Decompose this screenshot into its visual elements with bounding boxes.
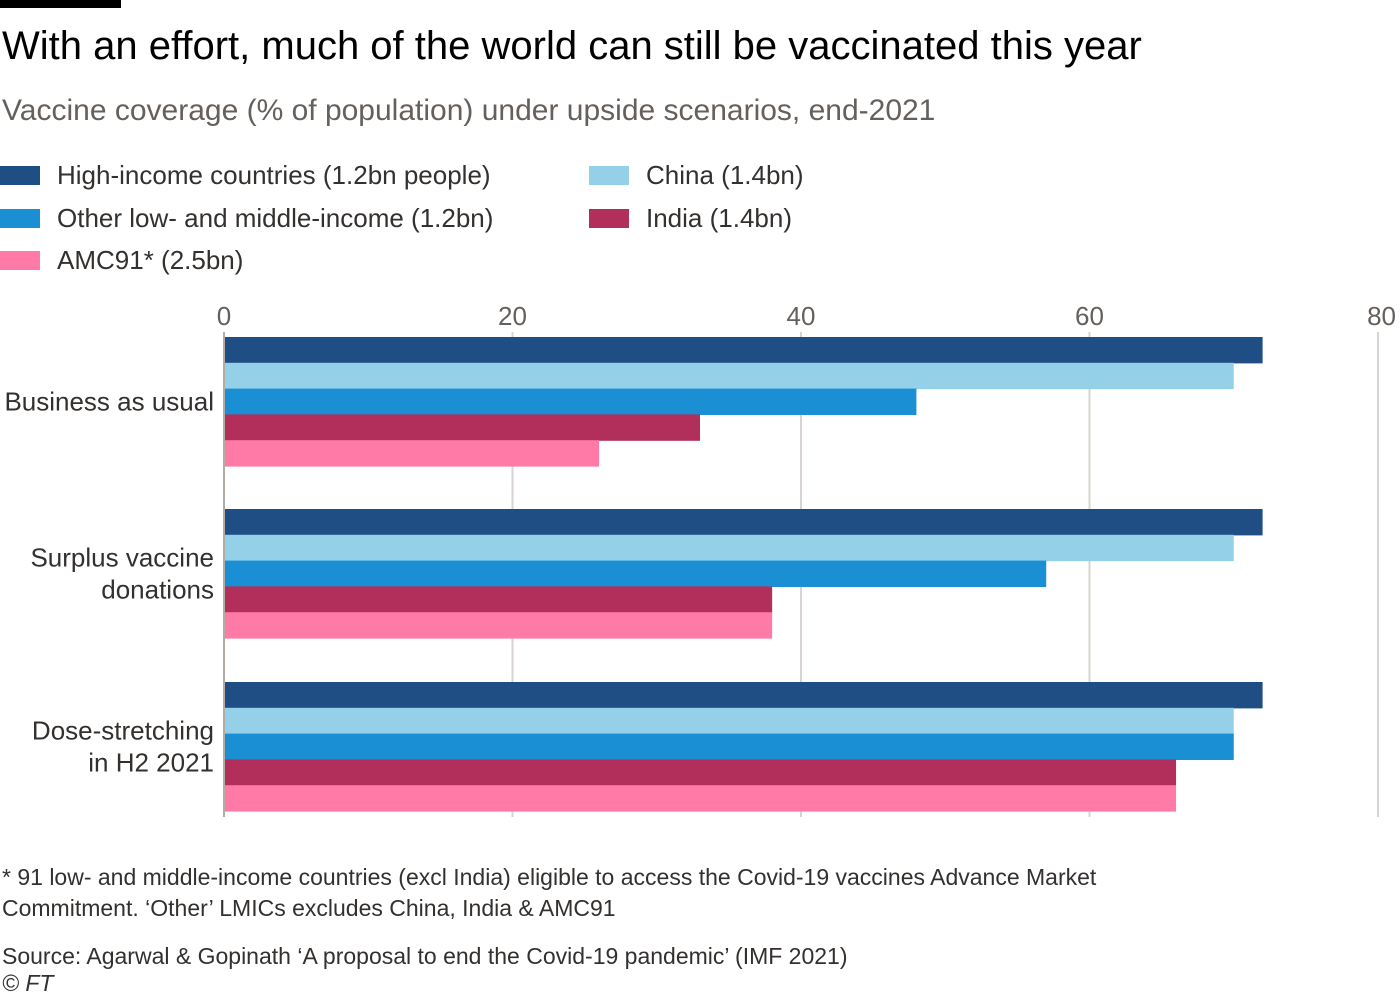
footnote-line-2: Commitment. ‘Other’ LMICs excludes China… <box>2 895 616 921</box>
bar <box>224 440 600 467</box>
category-label: donations <box>101 575 214 605</box>
source-text: Source: Agarwal & Gopinath ‘A proposal t… <box>2 943 848 969</box>
legend-label: India (1.4bn) <box>646 202 792 233</box>
legend-swatch <box>0 250 40 270</box>
category-label: Dose-stretching <box>32 716 214 746</box>
legend: High-income countries (1.2bn people) Oth… <box>0 158 1000 278</box>
legend-swatch <box>589 165 629 185</box>
legend-label: High-income countries (1.2bn people) <box>57 159 491 190</box>
chart-title: With an effort, much of the world can st… <box>2 24 1142 68</box>
bar <box>224 733 1234 760</box>
x-tick-label: 40 <box>787 301 816 331</box>
bar <box>224 707 1234 735</box>
x-tick-label: 20 <box>498 301 527 331</box>
footnote: * 91 low- and middle-income countries (e… <box>2 862 1202 924</box>
x-tick-label: 80 <box>1367 301 1396 331</box>
category-label: Surplus vaccine <box>30 543 214 573</box>
bar <box>224 682 1263 709</box>
brand-bar <box>0 0 121 8</box>
bar <box>224 414 701 441</box>
bar <box>224 534 1234 562</box>
legend-item-amc91: AMC91* (2.5bn) <box>0 243 243 277</box>
bar <box>224 560 1047 587</box>
legend-item-high-income: High-income countries (1.2bn people) <box>0 158 491 192</box>
x-tick-label: 60 <box>1075 301 1104 331</box>
legend-label: Other low- and middle-income (1.2bn) <box>57 202 494 233</box>
source: Source: Agarwal & Gopinath ‘A proposal t… <box>2 943 848 997</box>
legend-swatch <box>589 208 629 228</box>
legend-item-india: India (1.4bn) <box>589 201 792 235</box>
legend-item-china: China (1.4bn) <box>589 158 804 192</box>
category-label: in H2 2021 <box>88 748 214 778</box>
legend-swatch <box>0 165 40 185</box>
copyright: © FT <box>2 970 54 996</box>
bar <box>224 586 773 613</box>
bar <box>224 785 1177 812</box>
footnote-line-1: * 91 low- and middle-income countries (e… <box>2 864 1097 890</box>
legend-label: AMC91* (2.5bn) <box>57 244 244 275</box>
bar-chart: 0 20 40 60 80 Business as usual Surplus vaccin… <box>4 301 1396 817</box>
category-label: Business as usual <box>4 387 214 417</box>
legend-swatch <box>0 208 40 228</box>
x-tick-label: 0 <box>217 301 231 331</box>
bar <box>224 612 773 639</box>
legend-item-other-lmic: Other low- and middle-income (1.2bn) <box>0 201 493 235</box>
bar <box>224 759 1177 786</box>
legend-label: China (1.4bn) <box>646 159 804 190</box>
chart-subtitle: Vaccine coverage (% of population) under… <box>2 94 936 127</box>
bar <box>224 362 1234 390</box>
bar <box>224 388 917 415</box>
bar <box>224 337 1263 364</box>
bar <box>224 509 1263 536</box>
